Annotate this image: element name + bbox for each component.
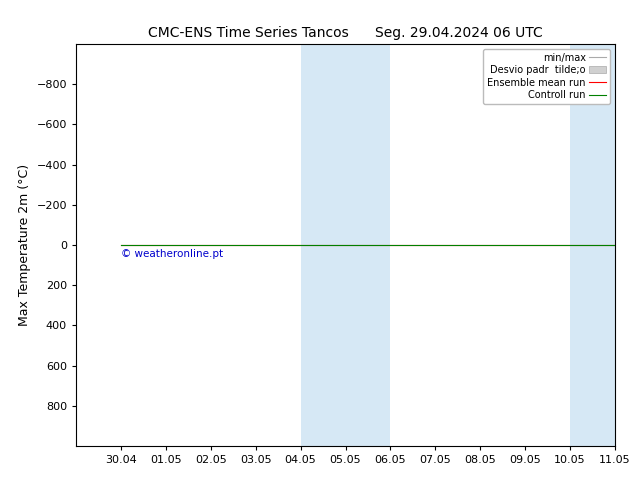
Text: © weatheronline.pt: © weatheronline.pt [121,249,223,259]
Bar [301,44,391,446]
Bar [570,44,634,446]
Legend: min/max, Desvio padr  tilde;o, Ensemble mean run, Controll run: min/max, Desvio padr tilde;o, Ensemble m… [483,49,610,104]
Y-axis label: Max Temperature 2m (°C): Max Temperature 2m (°C) [18,164,31,326]
Title: CMC-ENS Time Series Tancos      Seg. 29.04.2024 06 UTC: CMC-ENS Time Series Tancos Seg. 29.04.20… [148,26,543,40]
